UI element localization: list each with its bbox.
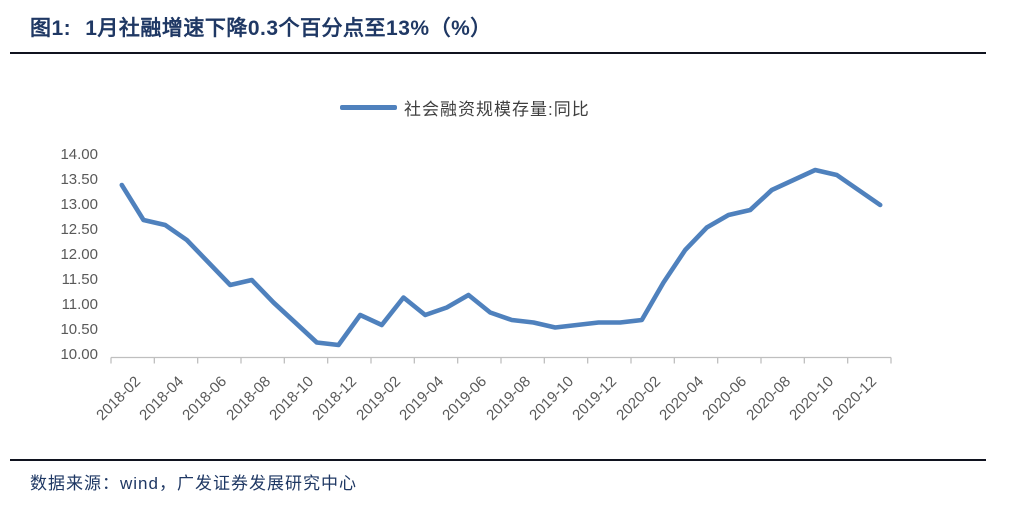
- legend-line-marker: [340, 105, 397, 110]
- y-axis-tick-label: 11.00: [61, 296, 98, 313]
- title-divider: [10, 52, 986, 54]
- legend-label: 社会融资规模存量:同比: [404, 100, 590, 119]
- y-axis-tick-label: 10.50: [60, 321, 98, 338]
- figure-title: 图1: 1月社融增速下降0.3个百分点至13%（%）: [30, 12, 492, 42]
- y-axis-tick-label: 11.50: [61, 271, 98, 288]
- y-axis-tick-label: 14.00: [60, 146, 98, 163]
- y-axis-tick-label: 12.50: [60, 221, 98, 238]
- y-axis-tick-label: 12.00: [60, 246, 98, 263]
- data-source: 数据来源：wind，广发证券发展研究中心: [30, 474, 357, 493]
- y-axis-tick-label: 13.50: [60, 171, 98, 188]
- footer-divider: [10, 459, 986, 461]
- figure-title-text: 1月社融增速下降0.3个百分点至13%（%）: [85, 17, 492, 40]
- y-axis-tick-label: 13.00: [60, 196, 98, 213]
- figure-number: 图1:: [30, 17, 72, 40]
- y-axis-tick-label: 10.00: [60, 346, 98, 363]
- legend: 社会融资规模存量:同比: [340, 95, 590, 120]
- series-line: [119, 167, 883, 348]
